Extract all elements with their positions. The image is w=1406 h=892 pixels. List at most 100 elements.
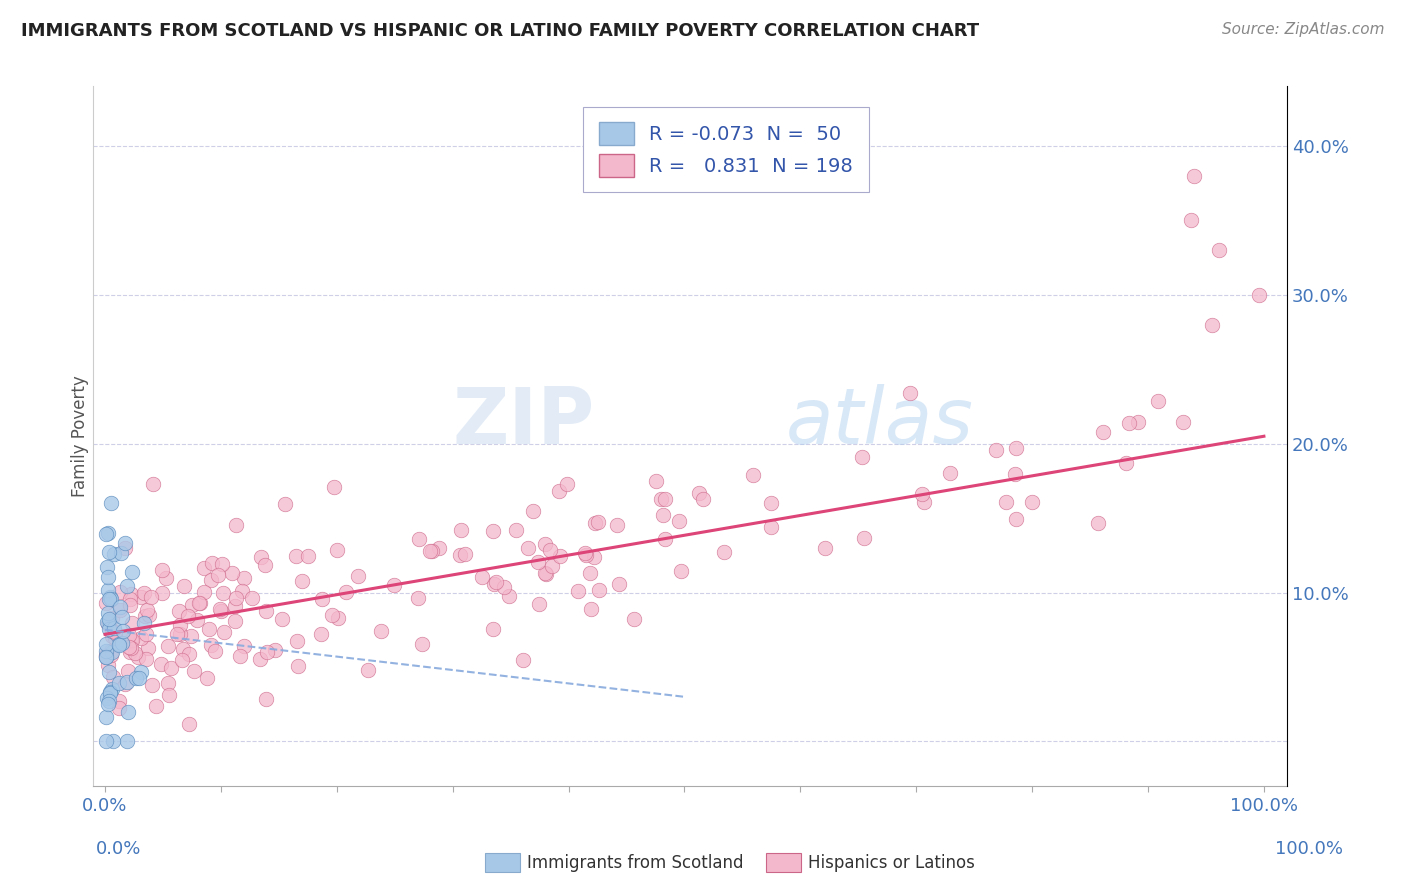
Point: [250, 550, 273, 565]
Point: [170, 653, 193, 667]
Point: [1091, 425, 1114, 439]
Point: [607, 576, 630, 591]
Point: [111, 636, 134, 650]
Point: [225, 517, 247, 532]
Point: [910, 487, 932, 501]
Point: [994, 495, 1017, 509]
Point: [201, 556, 224, 570]
Point: [177, 608, 200, 623]
Point: [97, 658, 120, 673]
Point: [107, 694, 129, 708]
Point: [741, 467, 763, 482]
Point: [135, 652, 157, 666]
Point: [107, 701, 129, 715]
Point: [169, 618, 191, 632]
Point: [224, 599, 246, 613]
Point: [912, 495, 935, 509]
Point: [284, 549, 307, 563]
Point: [588, 515, 610, 529]
Point: [270, 612, 292, 626]
Point: [114, 677, 136, 691]
Point: [195, 671, 218, 685]
Point: [225, 591, 247, 605]
Point: [574, 547, 596, 561]
Point: [110, 599, 132, 614]
Point: [548, 549, 571, 563]
Point: [114, 541, 136, 556]
Point: [555, 476, 578, 491]
Point: [356, 663, 378, 677]
Point: [471, 570, 494, 584]
Point: [588, 582, 610, 597]
Point: [482, 577, 505, 591]
Point: [115, 675, 138, 690]
Point: [254, 604, 277, 618]
Point: [120, 641, 142, 656]
Point: [606, 517, 628, 532]
Point: [141, 678, 163, 692]
Point: [120, 592, 142, 607]
Point: [177, 717, 200, 731]
Point: [101, 670, 124, 684]
Point: [97, 665, 120, 679]
Point: [132, 616, 155, 631]
Point: [121, 616, 143, 631]
Point: [120, 644, 142, 658]
Text: Source: ZipAtlas.com: Source: ZipAtlas.com: [1222, 22, 1385, 37]
Point: [166, 627, 188, 641]
Point: [1146, 394, 1168, 409]
Point: [482, 622, 505, 636]
Point: [529, 597, 551, 611]
Point: [211, 558, 233, 572]
Point: [522, 503, 544, 517]
Point: [115, 579, 138, 593]
Point: [567, 584, 589, 599]
Point: [229, 649, 252, 664]
Point: [212, 586, 235, 600]
Point: [1021, 494, 1043, 508]
Point: [115, 734, 138, 748]
Point: [984, 442, 1007, 457]
Point: [108, 603, 131, 617]
Point: [118, 598, 141, 612]
Point: [285, 634, 308, 648]
Point: [117, 705, 139, 719]
Point: [142, 477, 165, 491]
Point: [181, 598, 204, 612]
Point: [1004, 467, 1026, 481]
Point: [427, 541, 450, 555]
Point: [668, 515, 690, 529]
Point: [1005, 441, 1028, 455]
Point: [323, 480, 346, 494]
Point: [232, 571, 254, 585]
Point: [96, 649, 118, 664]
Point: [127, 649, 149, 664]
Point: [96, 560, 118, 574]
Point: [645, 474, 668, 488]
Point: [120, 586, 142, 600]
Point: [98, 694, 121, 708]
Point: [124, 646, 146, 660]
Point: [1201, 318, 1223, 332]
Point: [574, 548, 596, 562]
Point: [583, 550, 606, 565]
Point: [484, 575, 506, 590]
Point: [231, 584, 253, 599]
Point: [623, 612, 645, 626]
Point: [233, 639, 256, 653]
Point: [98, 614, 121, 628]
Point: [96, 637, 118, 651]
Point: [104, 624, 127, 639]
Point: [97, 545, 120, 559]
Point: [145, 699, 167, 714]
Point: [335, 585, 357, 599]
Point: [449, 549, 471, 563]
Point: [150, 563, 173, 577]
Point: [187, 596, 209, 610]
Point: [1249, 288, 1271, 302]
Point: [125, 671, 148, 685]
Point: [134, 609, 156, 624]
Point: [96, 691, 118, 706]
Point: [108, 637, 131, 651]
Point: [96, 650, 118, 665]
